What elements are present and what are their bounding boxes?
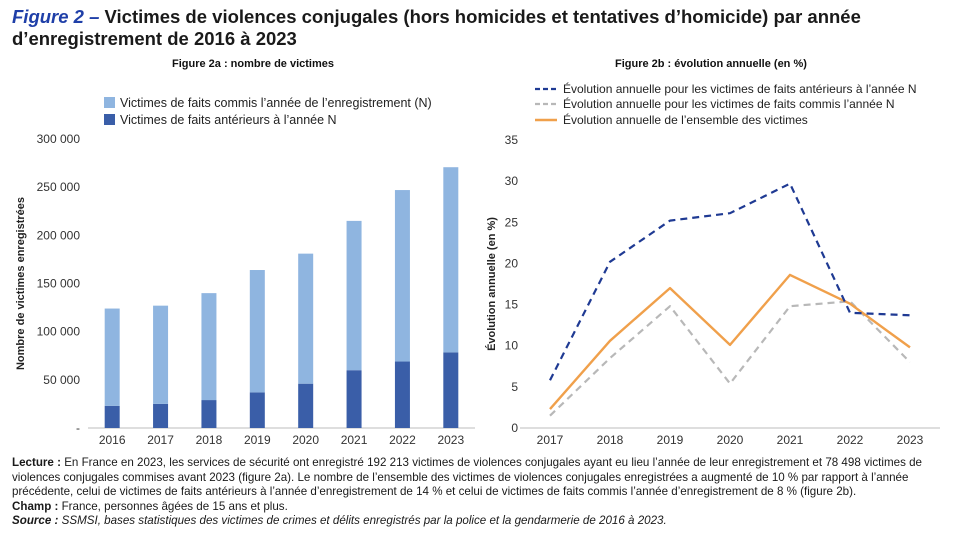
y-tick-label: 10	[505, 339, 519, 353]
x-tick-label: 2017	[147, 433, 174, 447]
series-line-1	[549, 182, 911, 381]
champ-note: Champ : France, personnes âgées de 15 an…	[12, 500, 948, 515]
y-tick-label: 300 000	[37, 132, 81, 146]
x-tick-label: 2017	[537, 433, 564, 447]
champ-label: Champ :	[12, 499, 59, 513]
x-tick-label: 2023	[897, 433, 924, 447]
bar-same-year	[298, 253, 314, 384]
x-tick-label: 2019	[244, 433, 271, 447]
y-tick-label: 15	[505, 298, 519, 312]
bar-same-year	[346, 220, 362, 371]
x-tick-label: 2018	[597, 433, 624, 447]
x-tick-label: 2016	[99, 433, 126, 447]
y-tick-label: 200 000	[37, 228, 81, 242]
legend-label-2: Évolution annuelle pour les victimes de …	[563, 96, 895, 111]
y-tick-label: 5	[511, 380, 518, 394]
bar-same-year	[104, 308, 120, 406]
legend-swatch-1	[104, 97, 115, 108]
notes-block: Lecture : En France en 2023, les service…	[12, 456, 948, 529]
bar-prior-years	[104, 405, 120, 428]
legend-label-2: Victimes de faits antérieurs à l’année N	[120, 113, 337, 127]
y-tick-label: 50 000	[43, 373, 80, 387]
source-note: Source : SSMSI, bases statistiques des v…	[12, 514, 948, 529]
y-tick-label: 250 000	[37, 180, 81, 194]
bar-prior-years	[249, 392, 265, 428]
bar-same-year	[394, 190, 410, 362]
legend-label-1: Évolution annuelle pour les victimes de …	[563, 81, 917, 96]
bar-same-year	[153, 305, 169, 404]
series-line-2	[549, 300, 911, 417]
source-label: Source :	[12, 514, 59, 527]
legend-swatch-2	[104, 114, 115, 125]
y-tick-label: 0	[511, 421, 518, 435]
lecture-note: Lecture : En France en 2023, les service…	[12, 456, 948, 500]
chart-a-subtitle: Figure 2a : nombre de victimes	[172, 58, 334, 70]
bar-prior-years	[394, 361, 410, 428]
line-chart-annual-change: Évolution annuelle pour les victimes de …	[485, 81, 940, 447]
bar-prior-years	[201, 400, 217, 428]
x-tick-label: 2018	[196, 433, 223, 447]
y-axis-label: Nombre de victimes enregistrées	[15, 197, 27, 370]
y-tick-label: 25	[505, 215, 519, 229]
bar-same-year	[249, 270, 265, 393]
y-tick-label: 30	[505, 174, 519, 188]
figure-title: Figure 2 – Victimes de violences conjuga…	[12, 6, 952, 50]
x-tick-label: 2022	[389, 433, 416, 447]
bar-prior-years	[443, 352, 459, 428]
bar-same-year	[443, 167, 459, 353]
y-tick-label: 100 000	[37, 325, 81, 339]
bar-prior-years	[346, 370, 362, 428]
source-text: SSMSI, bases statistiques des victimes d…	[58, 514, 667, 527]
x-tick-label: 2021	[777, 433, 804, 447]
x-tick-label: 2023	[437, 433, 464, 447]
legend-label-3: Évolution annuelle de l’ensemble des vic…	[563, 112, 808, 127]
x-tick-label: 2020	[292, 433, 319, 447]
chart-b-subtitle: Figure 2b : évolution annuelle (en %)	[615, 58, 807, 70]
x-tick-label: 2019	[657, 433, 684, 447]
figure-label: Figure 2 –	[12, 6, 100, 27]
lecture-label: Lecture :	[12, 456, 61, 469]
x-tick-label: 2021	[341, 433, 368, 447]
champ-text: France, personnes âgées de 15 ans et plu…	[58, 499, 288, 513]
bar-prior-years	[298, 383, 314, 428]
y-tick-label: -	[76, 421, 80, 435]
x-tick-label: 2020	[717, 433, 744, 447]
y-tick-label: 35	[505, 133, 519, 147]
y-tick-label: 20	[505, 256, 519, 270]
y-tick-label: 150 000	[37, 277, 81, 291]
figure-title-text: Victimes de violences conjugales (hors h…	[12, 6, 861, 49]
y-axis-label: Évolution annuelle (en %)	[485, 217, 498, 351]
bar-prior-years	[153, 403, 169, 428]
legend-label-1: Victimes de faits commis l’année de l’en…	[120, 96, 432, 110]
bar-same-year	[201, 293, 217, 401]
bar-chart-victims: Victimes de faits commis l’année de l’en…	[15, 96, 475, 447]
series-line-3	[549, 273, 911, 410]
lecture-text: En France en 2023, les services de sécur…	[12, 456, 922, 498]
x-tick-label: 2022	[837, 433, 864, 447]
